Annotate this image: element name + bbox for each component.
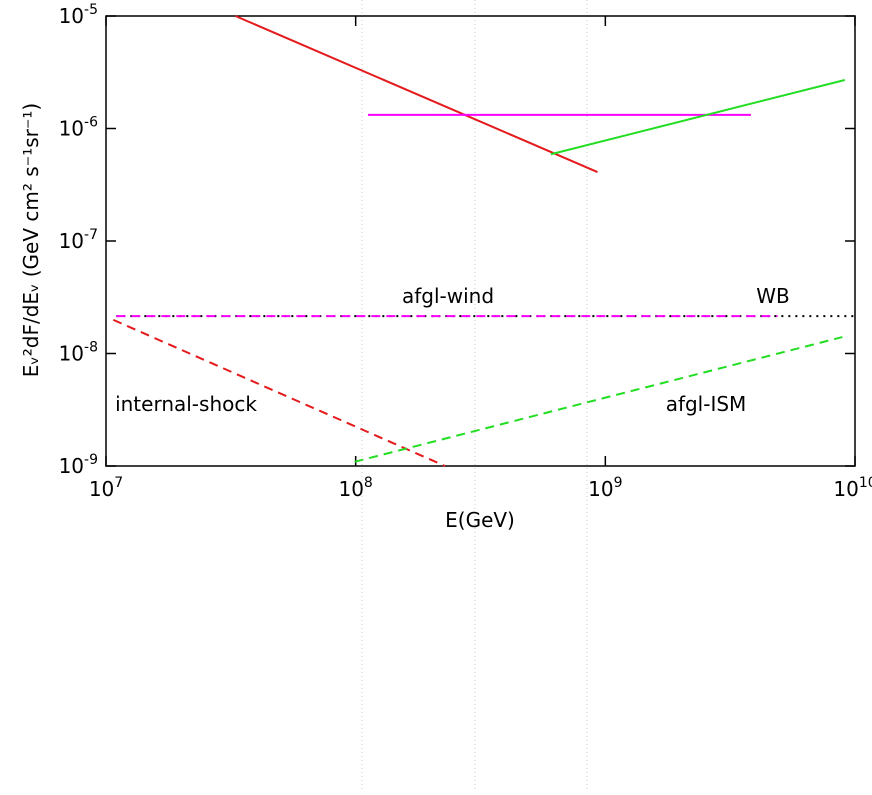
y-tick-label: 10-7 <box>59 227 98 253</box>
annotation: afgl-ISM <box>666 392 747 416</box>
x-axis-label: E(GeV) <box>445 508 515 532</box>
x-tick-label: 1010 <box>833 475 872 501</box>
series-line <box>235 15 598 173</box>
x-tick-label: 108 <box>338 475 372 501</box>
series-line <box>550 79 846 156</box>
annotation: WB <box>756 284 790 308</box>
annotation: afgl-wind <box>402 284 494 308</box>
annotation: internal-shock <box>115 392 257 416</box>
series-line <box>354 336 843 463</box>
y-tick-label: 10-5 <box>59 2 98 28</box>
y-tick-label: 10-6 <box>59 115 99 141</box>
series-line <box>112 318 446 467</box>
y-axis-label: Eᵥ²dF/dEᵥ (GeV cm² s⁻¹sr⁻¹) <box>19 103 43 377</box>
x-tick-label: 107 <box>89 475 123 501</box>
y-tick-label: 10-9 <box>59 452 98 478</box>
x-tick-label: 109 <box>588 475 622 501</box>
y-tick-label: 10-8 <box>59 340 98 366</box>
